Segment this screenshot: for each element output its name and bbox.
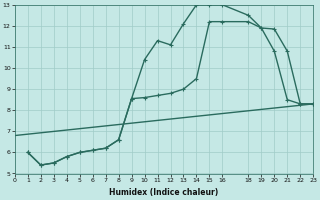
X-axis label: Humidex (Indice chaleur): Humidex (Indice chaleur) [109, 188, 219, 197]
